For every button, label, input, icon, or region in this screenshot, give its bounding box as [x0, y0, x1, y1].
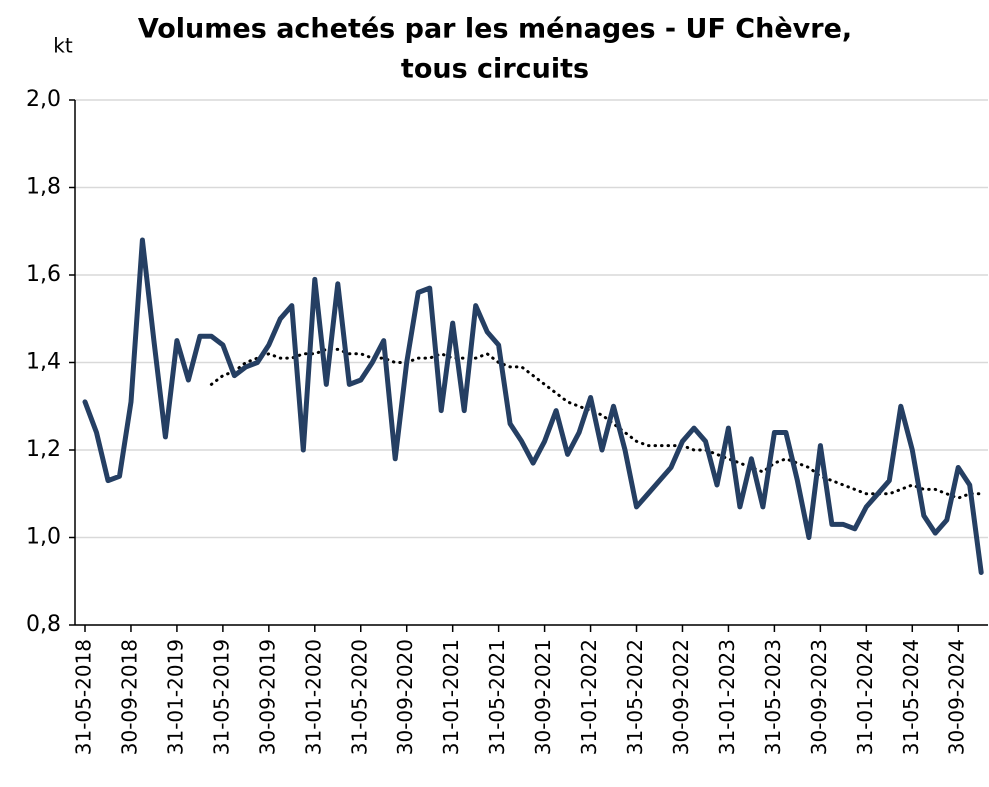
y-tick-label: 1,4	[26, 350, 61, 375]
y-tick-label: 1,0	[26, 525, 61, 550]
x-tick-label: 31-05-2022	[623, 639, 647, 755]
x-tick-label: 31-01-2019	[163, 639, 187, 755]
x-tick-label: 30-09-2019	[255, 639, 279, 755]
x-tick-label: 30-09-2024	[945, 639, 969, 755]
y-tick-label: 1,8	[26, 175, 61, 200]
x-tick-label: 31-05-2023	[761, 639, 785, 755]
x-tick-label: 31-01-2023	[715, 639, 739, 755]
x-tick-label: 31-05-2018	[72, 639, 96, 755]
chart-title: tous circuits	[401, 54, 589, 85]
x-tick-label: 31-05-2024	[899, 639, 923, 755]
trend-line	[209, 347, 983, 500]
chart-title: Volumes achetés par les ménages - UF Chè…	[138, 14, 852, 45]
x-tick-label: 31-01-2021	[439, 639, 463, 755]
x-tick-label: 30-09-2022	[669, 639, 693, 755]
x-tick-label: 31-05-2021	[485, 639, 509, 755]
x-tick-label: 31-01-2024	[853, 639, 877, 755]
x-tick-label: 31-05-2019	[209, 639, 233, 755]
y-axis-label: kt	[53, 34, 73, 58]
x-tick-label: 30-09-2018	[117, 639, 141, 755]
x-tick-label: 31-01-2020	[301, 639, 325, 755]
y-tick-label: 0,8	[26, 612, 61, 637]
y-tick-label: 1,6	[26, 262, 61, 287]
x-tick-label: 30-09-2023	[807, 639, 831, 755]
x-tick-label: 31-05-2020	[347, 639, 371, 755]
data-line	[82, 237, 984, 575]
x-tick-label: 31-01-2022	[577, 639, 601, 755]
y-tick-label: 1,2	[26, 437, 61, 462]
x-tick-label: 30-09-2020	[393, 639, 417, 755]
y-tick-label: 2,0	[26, 87, 61, 112]
x-tick-label: 30-09-2021	[531, 639, 555, 755]
